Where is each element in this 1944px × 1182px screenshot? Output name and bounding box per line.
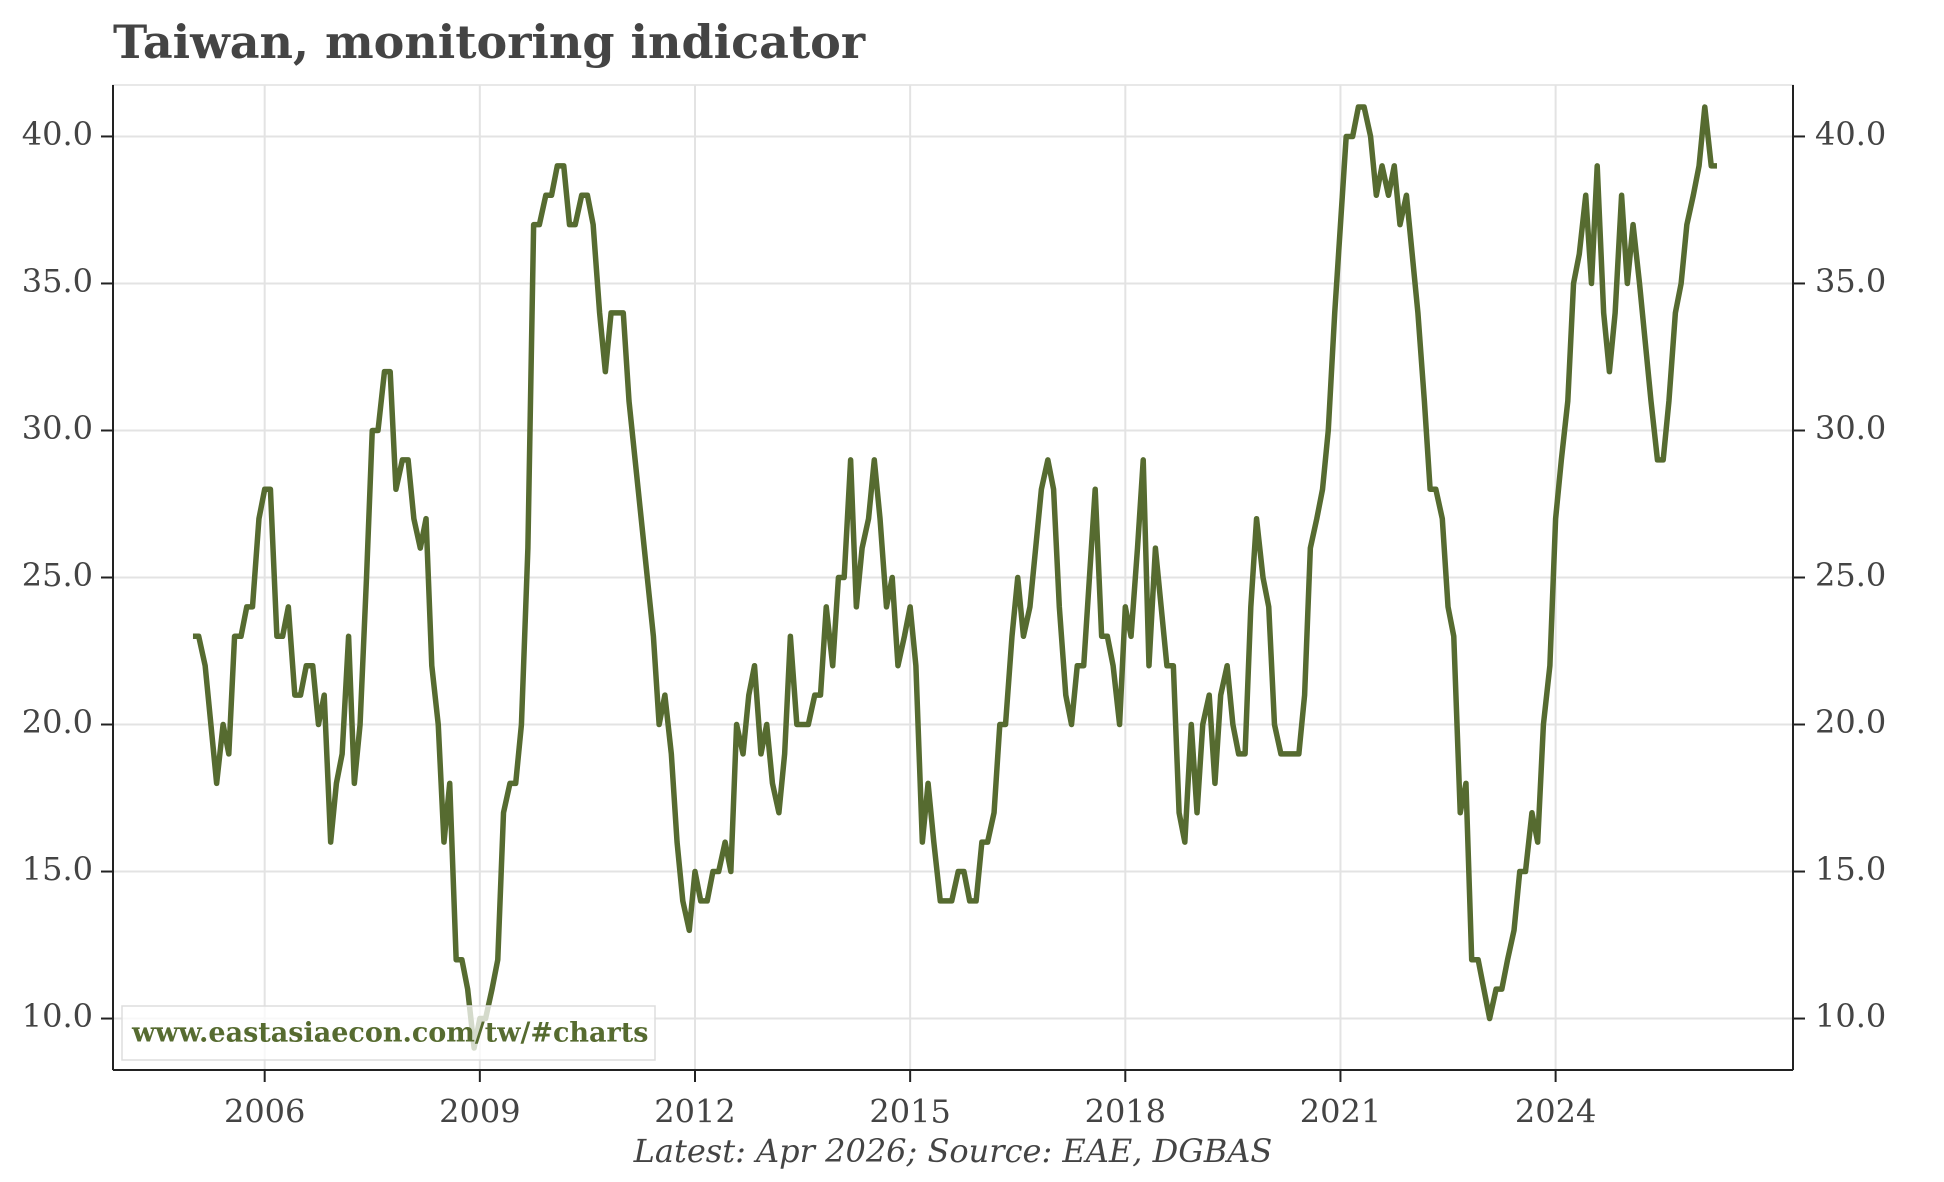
source-note: Latest: Apr 2026; Source: EAE, DGBAS	[633, 1132, 1273, 1170]
x-tick-label: 2012	[654, 1093, 735, 1131]
x-tick-label: 2024	[1515, 1093, 1596, 1131]
chart-title: Taiwan, monitoring indicator	[113, 15, 866, 69]
y-tick-label: 10.0	[22, 997, 93, 1035]
y2-tick-label: 40.0	[1815, 115, 1886, 153]
y-tick-label: 15.0	[22, 850, 93, 888]
y2-tick-label: 10.0	[1815, 997, 1886, 1035]
y-tick-label: 40.0	[22, 115, 93, 153]
data-line	[192, 104, 1717, 1051]
x-tick-label: 2015	[869, 1093, 950, 1131]
watermark: www.eastasiaecon.com/tw/#charts	[131, 1018, 648, 1049]
y2-tick-label: 15.0	[1815, 850, 1886, 888]
y2-tick-label: 30.0	[1815, 409, 1886, 447]
y2-tick-label: 20.0	[1815, 703, 1886, 741]
watermark-box	[121, 1005, 656, 1061]
x-tick-label: 2018	[1085, 1093, 1166, 1131]
y2-tick-label: 25.0	[1815, 556, 1886, 594]
y-tick-label: 35.0	[22, 262, 93, 300]
y-tick-label: 20.0	[22, 703, 93, 741]
x-tick-label: 2009	[439, 1093, 520, 1131]
x-tick-label: 2021	[1300, 1093, 1381, 1131]
y2-tick-label: 35.0	[1815, 262, 1886, 300]
y-tick-label: 25.0	[22, 556, 93, 594]
y-tick-label: 30.0	[22, 409, 93, 447]
x-tick-label: 2006	[224, 1093, 305, 1131]
